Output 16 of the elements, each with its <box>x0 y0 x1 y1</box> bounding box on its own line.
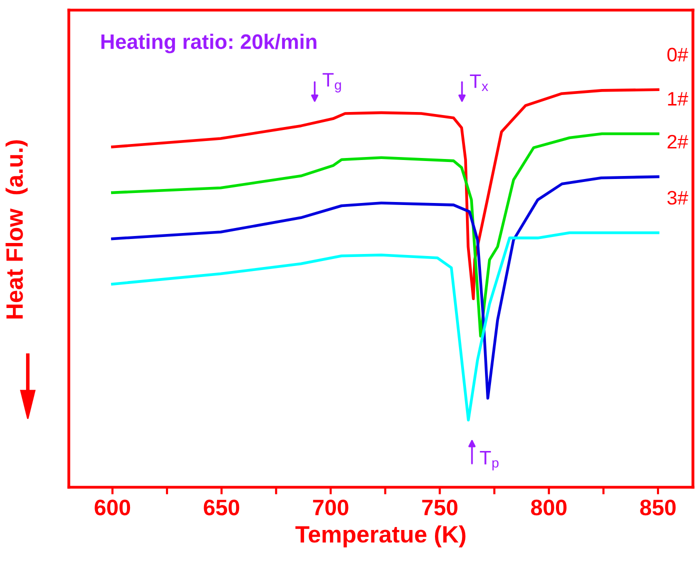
x-axis-title: Temperatue (K) <box>295 525 466 548</box>
annotation: T$_{x}$ <box>470 74 488 91</box>
series-label: 2# <box>668 134 688 148</box>
x-tick-label: 850 <box>640 500 676 516</box>
x-tick-label: 800 <box>531 500 567 516</box>
series-label: 3# <box>667 190 688 205</box>
text: Heating ratio: 20k/min <box>101 34 316 54</box>
x-tick-label: 700 <box>313 500 348 516</box>
annotation: T$_{g}$ <box>322 73 341 92</box>
series-label: 1# <box>668 92 688 106</box>
x-tick-label: 650 <box>204 500 240 516</box>
series-label: 0# <box>667 48 688 62</box>
annotation: T$_{p}$ <box>480 451 499 470</box>
x-tick-label: 600 <box>94 500 130 516</box>
x-tick-label: 750 <box>422 500 458 516</box>
y-axis-title: Heat Flow (a.u.) <box>6 140 28 319</box>
